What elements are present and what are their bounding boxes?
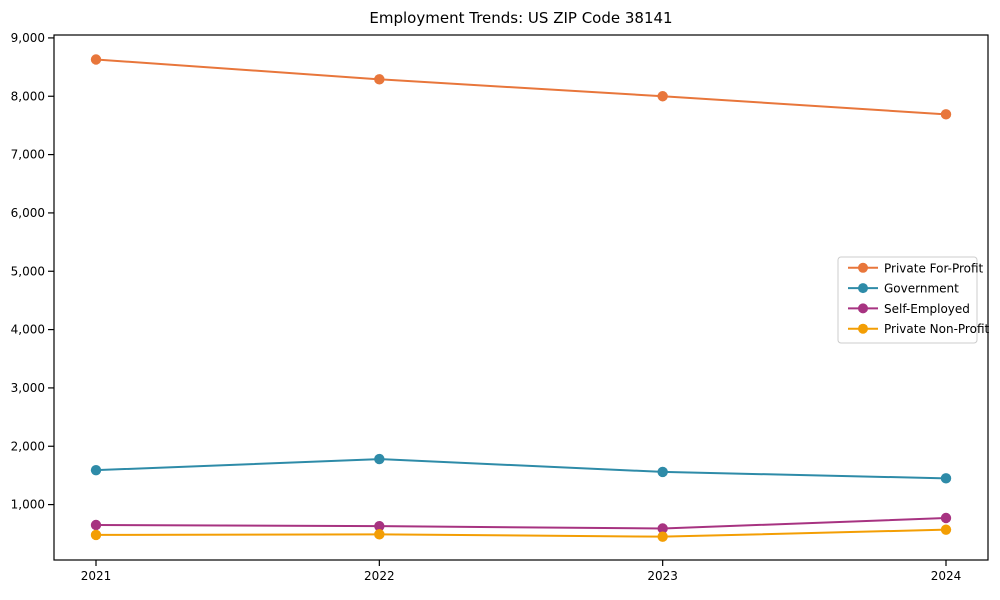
legend-label: Government xyxy=(884,282,959,296)
data-point-marker xyxy=(374,520,385,532)
data-point-marker xyxy=(374,453,385,465)
data-point-marker xyxy=(940,473,952,484)
legend-marker xyxy=(858,323,868,334)
data-point-marker xyxy=(374,74,385,85)
legend-box xyxy=(837,256,978,344)
x-tick-label: 2021 xyxy=(81,569,112,583)
data-point-marker xyxy=(940,512,952,524)
legend-item-self-employed: Self-Employed xyxy=(848,302,970,316)
series-line-government xyxy=(95,458,947,480)
series-line-private-for-profit xyxy=(95,58,947,116)
data-point-marker xyxy=(657,466,668,478)
legend-item-private-non-profit: Private Non-Profit xyxy=(848,322,990,336)
y-tick-label: 5,000 xyxy=(11,264,45,278)
y-tick-label: 1,000 xyxy=(11,498,45,512)
legend-item-government: Government xyxy=(848,282,959,296)
legend-marker xyxy=(858,283,868,294)
series-layer xyxy=(90,54,952,542)
data-point-marker xyxy=(90,529,102,541)
data-point-marker xyxy=(90,464,102,476)
data-point-marker xyxy=(90,519,102,531)
axes-layer: 1,000 2,000 3,000 4,000 5,000 6,000 7,000 8,000… xyxy=(11,31,989,583)
series-private-non-profit xyxy=(90,524,952,542)
x-tick-label: 2022 xyxy=(364,569,395,583)
legend-marker xyxy=(858,303,868,314)
data-point-marker xyxy=(657,523,668,534)
chart-title: Employment Trends: US ZIP Code 38141 xyxy=(369,9,672,27)
legend-label: Private For-Profit xyxy=(884,261,984,275)
data-point-marker xyxy=(657,91,668,102)
series-self-employed xyxy=(90,512,952,534)
plot-border xyxy=(53,34,989,561)
y-tick-label: 9,000 xyxy=(11,31,45,45)
y-tick-label: 7,000 xyxy=(11,148,45,162)
x-tick-label: 2023 xyxy=(647,569,678,583)
series-line-private-non-profit xyxy=(95,528,947,538)
legend-item-private-for-profit: Private For-Profit xyxy=(848,261,984,275)
data-point-marker xyxy=(940,524,952,535)
y-tick-label: 3,000 xyxy=(11,381,45,395)
data-point-marker xyxy=(90,54,102,65)
y-tick-label: 2,000 xyxy=(11,439,45,453)
legend-label: Self-Employed xyxy=(884,302,970,316)
x-tick-label: 2024 xyxy=(931,569,962,583)
legend-marker xyxy=(858,262,868,273)
y-tick-label: 8,000 xyxy=(11,89,45,103)
data-point-marker xyxy=(940,109,952,120)
series-private-for-profit xyxy=(90,54,952,120)
y-tick-label: 4,000 xyxy=(11,323,45,337)
data-point-marker xyxy=(374,529,385,540)
series-line-self-employed xyxy=(95,517,947,530)
legend: Private For-Profit Government Self-Employe… xyxy=(837,256,990,344)
data-point-marker xyxy=(657,531,668,542)
series-government xyxy=(90,453,952,484)
y-tick-label: 6,000 xyxy=(11,206,45,220)
legend-label: Private Non-Profit xyxy=(884,322,990,336)
